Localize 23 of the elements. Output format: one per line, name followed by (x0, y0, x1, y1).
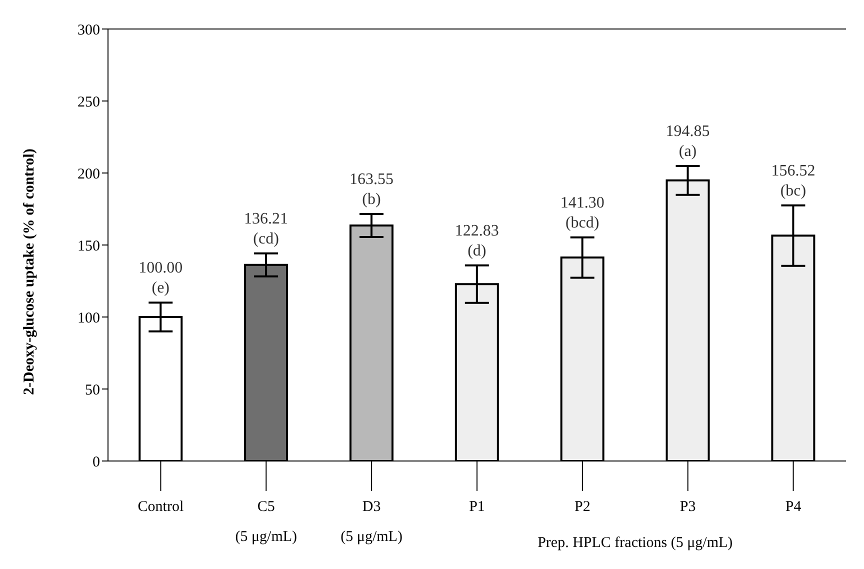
y-tick-label: 150 (78, 238, 100, 254)
y-tick-label: 100 (78, 310, 100, 326)
data-label: 136.21 (cd) (244, 210, 288, 248)
x-tick-label: Control (138, 499, 184, 515)
data-label: 163.55 (b) (349, 170, 394, 208)
x-tick-label: C5 (5 μg/mL) (235, 499, 298, 545)
x-tick-label: D3 (5 μg/mL) (340, 499, 402, 545)
data-label: 100.00 (e) (138, 260, 183, 297)
data-label: 194.85 (a) (666, 122, 710, 160)
y-axis-title: 2-Deoxy-glucose uptake (% of control) (21, 148, 38, 395)
text: Prep. HPLC fractions (5 μg/mL) (536, 535, 734, 552)
y-tick-label: 300 (78, 22, 100, 38)
x-tick-label: P2 (574, 499, 590, 515)
y-tick-label: 50 (85, 382, 100, 398)
x-tick-label: P3 (680, 499, 696, 515)
data-label: 122.83 (d) (454, 222, 499, 260)
data-label: 141.30 (bcd) (560, 194, 604, 232)
x-tick-label: P4 (785, 499, 802, 515)
y-tick-label: 250 (78, 94, 100, 110)
y-tick-label: 200 (78, 166, 100, 182)
y-tick-label: 0 (92, 454, 100, 470)
x-tick-label: P1 (469, 499, 485, 515)
data-label: 156.52 (bc) (771, 162, 816, 200)
